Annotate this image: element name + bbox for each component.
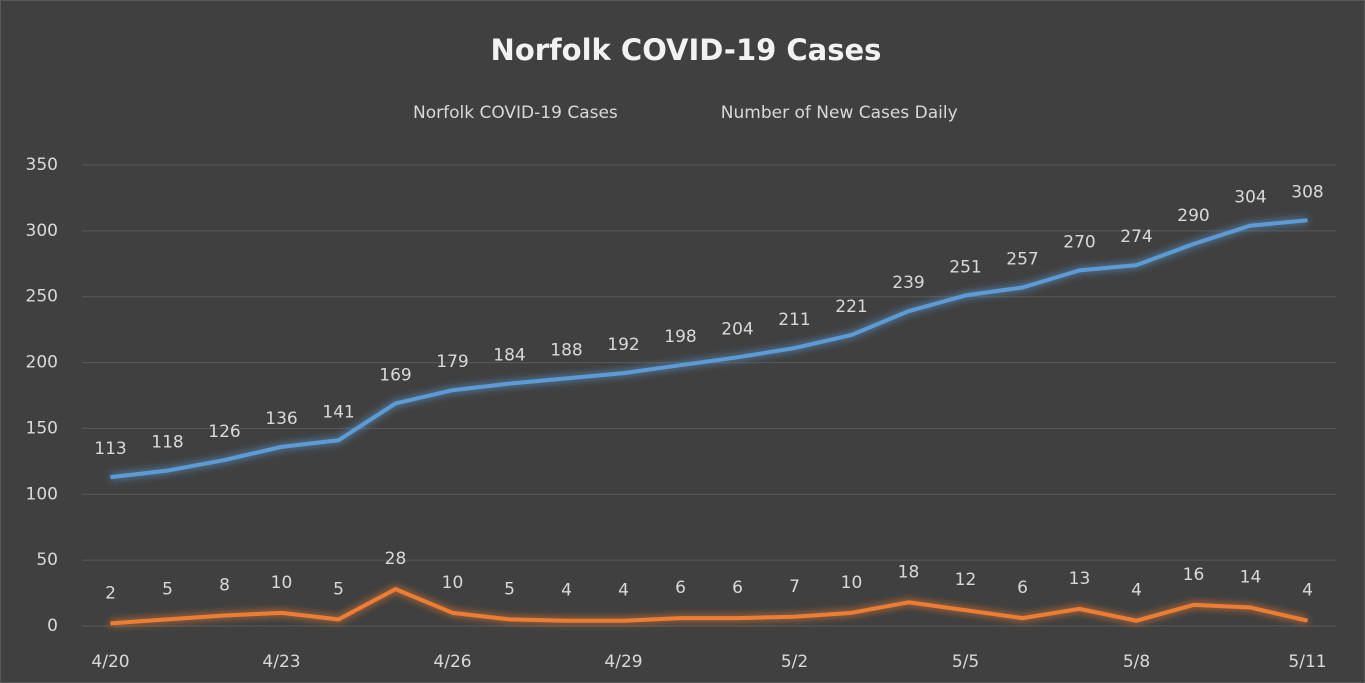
data-label: 204	[721, 319, 753, 339]
y-tick-label: 300	[26, 221, 58, 241]
data-label: 14	[1240, 568, 1262, 588]
y-tick-label: 350	[26, 155, 58, 175]
data-label: 179	[436, 352, 468, 372]
data-label: 118	[151, 433, 183, 453]
data-label: 270	[1063, 232, 1095, 252]
x-tick-label: 4/20	[91, 652, 129, 672]
data-label: 28	[385, 549, 407, 569]
x-tick-label: 5/5	[952, 652, 979, 672]
data-label: 141	[322, 402, 354, 422]
data-label: 169	[379, 365, 411, 385]
data-label: 13	[1069, 569, 1091, 589]
data-label: 136	[265, 409, 297, 429]
data-label: 18	[898, 562, 920, 582]
x-tick-label: 5/11	[1288, 652, 1326, 672]
legend-label: Norfolk COVID-19 Cases	[413, 103, 618, 123]
chart-title: Norfolk COVID-19 Cases	[491, 33, 882, 67]
data-label: 4	[561, 581, 572, 601]
x-tick-label: 4/23	[262, 652, 300, 672]
data-label: 2	[105, 583, 116, 603]
data-label: 5	[333, 579, 344, 599]
data-label: 10	[271, 573, 293, 593]
series-line	[110, 218, 1308, 480]
data-label: 239	[892, 273, 924, 293]
data-label: 6	[675, 578, 686, 598]
y-tick-label: 250	[26, 287, 58, 307]
data-label: 4	[618, 581, 629, 601]
x-tick-label: 5/2	[781, 652, 808, 672]
data-label: 126	[208, 422, 240, 442]
y-tick-label: 150	[26, 418, 58, 438]
y-tick-label: 0	[47, 616, 58, 636]
data-label: 304	[1234, 188, 1266, 208]
data-label: 7	[789, 577, 800, 597]
data-label: 4	[1302, 581, 1313, 601]
data-label: 290	[1177, 206, 1209, 226]
data-label: 5	[162, 579, 173, 599]
data-label: 198	[664, 327, 696, 347]
data-label: 6	[1017, 578, 1028, 598]
series-line	[110, 587, 1308, 626]
data-label: 8	[219, 575, 230, 595]
data-label: 257	[1006, 249, 1038, 269]
data-label: 274	[1120, 227, 1152, 247]
data-label: 10	[841, 573, 863, 593]
data-label: 221	[835, 297, 867, 317]
data-label: 5	[504, 579, 515, 599]
data-label: 12	[955, 570, 977, 590]
y-tick-label: 50	[36, 550, 58, 570]
data-label: 188	[550, 340, 582, 360]
data-label: 6	[732, 578, 743, 598]
data-label: 16	[1183, 565, 1205, 585]
x-tick-label: 4/29	[604, 652, 642, 672]
y-tick-label: 200	[26, 353, 58, 373]
data-label: 308	[1291, 182, 1323, 202]
data-label: 192	[607, 335, 639, 355]
data-label: 211	[778, 310, 810, 330]
x-tick-label: 4/26	[433, 652, 471, 672]
data-label: 251	[949, 257, 981, 277]
data-label: 113	[94, 439, 126, 459]
data-label: 4	[1131, 581, 1142, 601]
data-label: 10	[442, 573, 464, 593]
y-tick-label: 100	[26, 484, 58, 504]
legend-label: Number of New Cases Daily	[721, 103, 958, 123]
data-label: 184	[493, 346, 525, 366]
x-tick-label: 5/8	[1123, 652, 1150, 672]
